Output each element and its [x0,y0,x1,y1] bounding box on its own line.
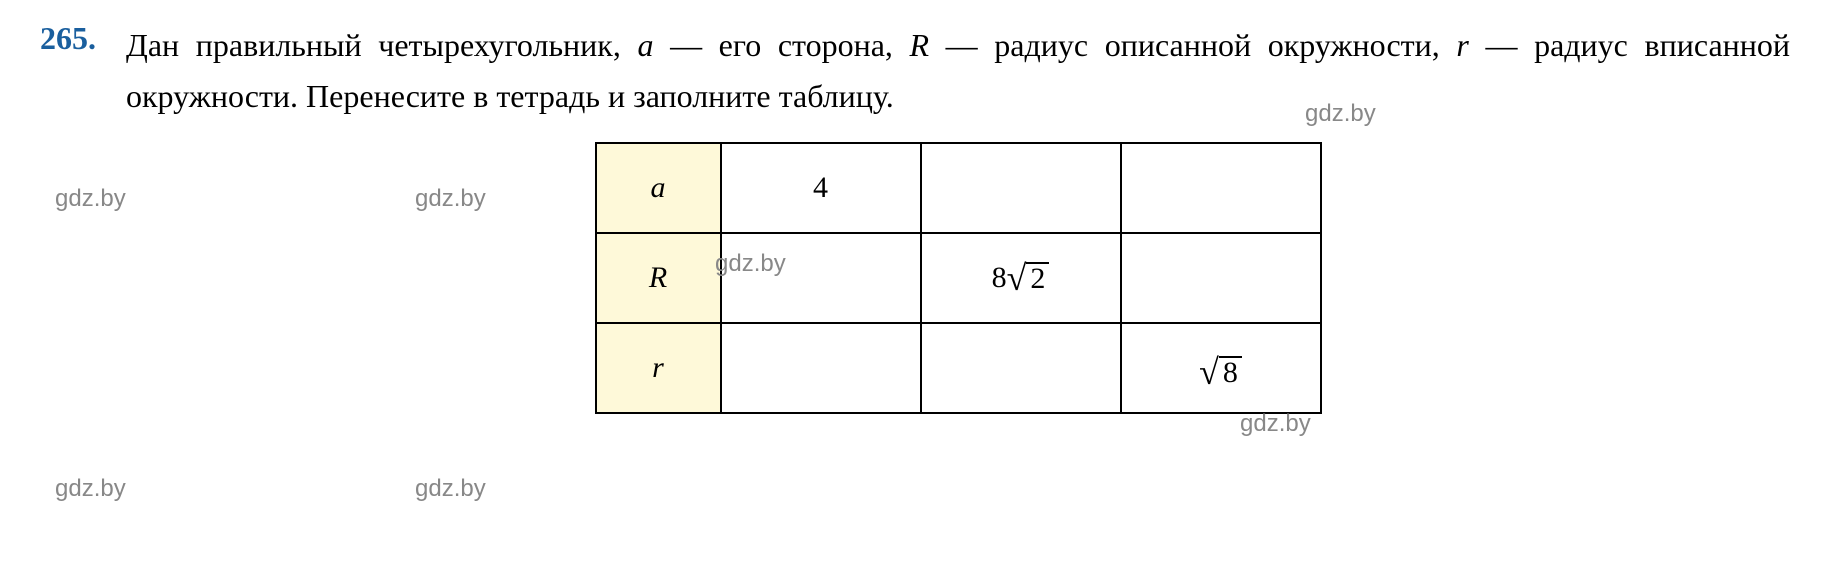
sqrt-symbol-icon: √ [1007,260,1027,296]
cell-R-2: 8√2 [921,233,1121,323]
table-wrapper: a 4 R 8√2 r [126,142,1790,414]
cell-a-2 [921,143,1121,233]
cell-r-2 [921,323,1121,413]
sqrt-prefix: 8 [992,261,1007,295]
sqrt-expression: 8√2 [992,260,1050,296]
watermark-text: gdz.by [415,475,486,503]
problem-text: Дан правильный четырехугольник, a — его … [126,20,1790,122]
table-row: R 8√2 [596,233,1321,323]
row-header-a: a [596,143,721,233]
text-part-1: Дан правильный четырехугольник, [126,27,637,63]
table-row: r √8 [596,323,1321,413]
cell-R-3 [1121,233,1321,323]
variable-a: a [637,27,653,63]
row-header-R: R [596,233,721,323]
cell-r-3: √8 [1121,323,1321,413]
cell-a-1: 4 [721,143,921,233]
text-part-2: — его сторона, [653,27,909,63]
sqrt-symbol-icon: √ [1199,354,1219,390]
sqrt-expression: √8 [1199,354,1242,390]
sqrt-content: 2 [1026,262,1049,294]
cell-R-1 [721,233,921,323]
problem-container: 265. Дан правильный четырехугольник, a —… [40,20,1790,414]
variable-R: R [910,27,930,63]
cell-a-3 [1121,143,1321,233]
row-header-r: r [596,323,721,413]
cell-r-1 [721,323,921,413]
sqrt-content: 8 [1219,356,1242,388]
watermark-text: gdz.by [55,475,126,503]
data-table: a 4 R 8√2 r [595,142,1322,414]
text-part-3: — радиус описанной окружности, [929,27,1456,63]
table-row: a 4 [596,143,1321,233]
problem-content: Дан правильный четырехугольник, a — его … [126,20,1790,414]
problem-number: 265. [40,20,96,57]
variable-r: r [1456,27,1468,63]
